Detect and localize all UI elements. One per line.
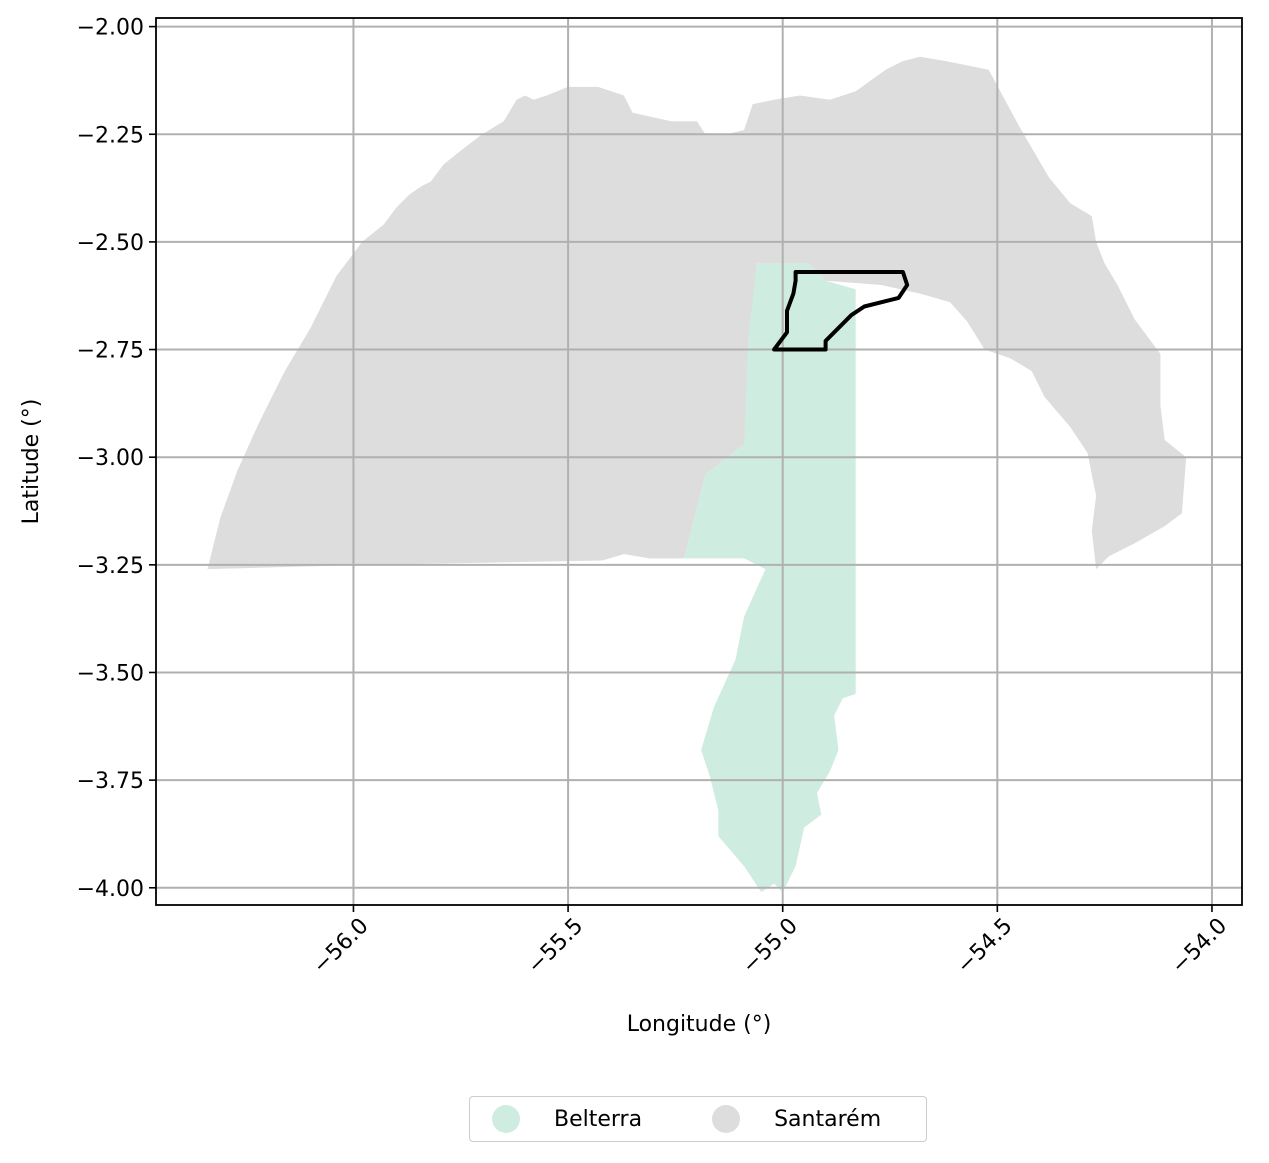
y-tick-label: −2.00 [77,16,144,41]
region-polygons [207,56,1187,893]
highlight-outline [772,270,910,352]
x-tick-label: −55.0 [738,914,803,979]
y-tick-label: −4.00 [77,877,144,902]
legend-item-santarem: Santarém [712,1105,881,1133]
y-tick-label: −2.75 [77,339,144,364]
legend: Belterra Santarém [469,1096,927,1142]
region-belterra [684,263,856,893]
legend-swatch-santarem [712,1105,741,1133]
highlight-outline-layer [772,270,910,352]
plot-frame [155,17,1243,906]
y-tick-label: −3.50 [77,661,144,686]
legend-swatch-belterra [492,1105,520,1133]
grid-lines [156,18,1242,905]
y-axis-title: Latitude (°) [19,399,44,525]
x-axis-title: Longitude (°) [627,1012,772,1037]
x-tick-label: −56.0 [308,914,373,979]
y-tick-label: −2.25 [77,123,144,148]
x-tick-label: −54.0 [1167,914,1232,979]
y-tick-label: −3.75 [77,769,144,794]
region-santarem [207,56,1187,570]
y-tick-label: −3.00 [77,446,144,471]
x-tick-label: −55.5 [523,914,588,979]
legend-label-santarem: Santarém [774,1106,882,1132]
y-tick-label: −3.25 [77,554,144,579]
legend-item-belterra: Belterra [492,1105,642,1133]
x-tick-label: −54.5 [952,914,1017,979]
y-tick-label: −2.50 [77,231,144,256]
legend-label-belterra: Belterra [554,1106,643,1132]
